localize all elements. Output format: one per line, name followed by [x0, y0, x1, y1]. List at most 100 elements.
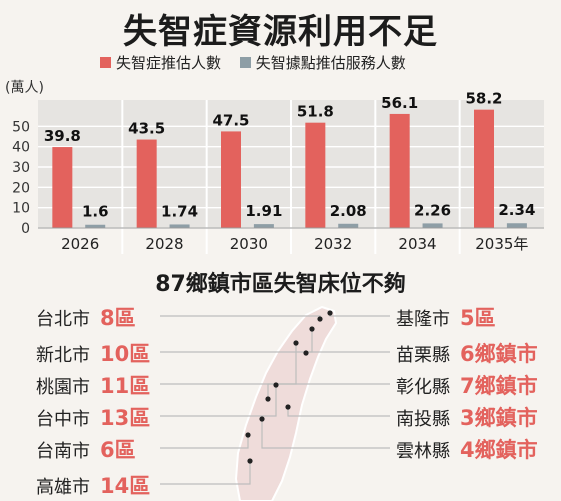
page-title: 失智症資源利用不足	[123, 12, 438, 52]
city-count: 3鄉鎮市	[460, 406, 538, 430]
legend-label-services: 失智據點推估服務人數	[255, 54, 406, 72]
leader-line	[160, 385, 277, 417]
bar-patients	[136, 139, 157, 228]
data-label-patients: 56.1	[381, 94, 418, 112]
city-name: 台中市	[36, 409, 90, 430]
legend-swatch-patients	[100, 57, 111, 68]
data-label-services: 2.26	[414, 201, 451, 219]
legend-label-patients: 失智症推估人數	[116, 54, 222, 72]
data-label-services: 1.91	[245, 202, 282, 220]
city-row: 台南市 6區	[36, 434, 136, 464]
city-row: 台北市 8區	[36, 302, 136, 332]
bar-services	[338, 223, 359, 228]
data-label-services: 2.34	[498, 201, 535, 219]
city-dot	[303, 350, 309, 356]
city-row: 高雄市 14區	[36, 470, 150, 500]
leader-line	[329, 313, 390, 317]
city-dots	[245, 310, 333, 464]
y-tick-label: 20	[12, 180, 30, 196]
bar-services	[506, 223, 527, 228]
data-label-services: 1.74	[161, 202, 198, 220]
legend-item-patients: 失智症推估人數	[100, 52, 221, 73]
city-name: 苗栗縣	[396, 345, 450, 366]
x-tick-label: 2028	[145, 235, 183, 253]
city-row: 南投縣 3鄉鎮市	[396, 402, 538, 432]
data-label-services: 1.6	[82, 203, 109, 221]
city-row: 彰化縣 7鄉鎮市	[396, 370, 538, 400]
city-row: 雲林縣 4鄉鎮市	[396, 434, 538, 464]
city-dot	[285, 404, 291, 410]
city-dot	[309, 326, 315, 332]
city-count: 8區	[100, 306, 136, 330]
city-name: 桃園市	[36, 377, 90, 398]
city-dot	[245, 432, 251, 438]
y-tick-label: 50	[12, 119, 30, 135]
city-row: 苗栗縣 6鄉鎮市	[396, 338, 538, 368]
city-dot	[317, 316, 323, 322]
leader-line	[267, 383, 390, 399]
data-label-patients: 43.5	[128, 120, 165, 138]
bar-services	[422, 223, 443, 228]
y-axis-unit: (萬人)	[5, 80, 44, 96]
x-tick-label: 2026	[61, 235, 99, 253]
x-tick-label: 2030	[230, 235, 268, 253]
city-count: 10區	[100, 342, 151, 366]
section-title: 87鄉鎮市區失智床位不夠	[155, 272, 406, 297]
leader-line	[160, 461, 251, 485]
city-name: 台北市	[36, 309, 90, 330]
y-tick-label: 0	[21, 221, 30, 237]
city-name: 台南市	[36, 441, 90, 462]
city-count: 14區	[100, 474, 151, 498]
x-tick-label: 2032	[314, 235, 352, 253]
city-row: 台中市 13區	[36, 402, 150, 432]
city-count: 7鄉鎮市	[460, 374, 538, 398]
y-tick-label: 10	[12, 201, 30, 217]
bar-services	[253, 224, 274, 228]
data-label-patients: 58.2	[465, 90, 502, 108]
city-dot	[273, 382, 279, 388]
leader-line	[160, 315, 321, 319]
city-count: 11區	[100, 374, 151, 398]
city-name: 高雄市	[36, 477, 90, 498]
city-name: 新北市	[36, 345, 90, 366]
leader-line	[287, 407, 390, 417]
bar-patients	[305, 122, 326, 228]
legend-swatch-services	[239, 57, 251, 68]
bar-services	[169, 224, 190, 228]
y-tick-label: 30	[12, 160, 30, 176]
city-row: 桃園市 11區	[36, 370, 150, 400]
data-label-patients: 47.5	[212, 111, 249, 129]
leader-line	[261, 419, 390, 449]
city-dot	[259, 416, 265, 422]
city-dot	[293, 340, 299, 346]
city-dot	[327, 310, 333, 316]
x-tick-label: 2034	[398, 235, 436, 253]
leader-line	[160, 435, 249, 449]
city-name: 雲林縣	[396, 441, 450, 462]
city-dot	[265, 396, 271, 402]
bar-patients	[474, 109, 495, 228]
city-row: 基隆市 5區	[396, 302, 496, 332]
data-label-patients: 39.8	[44, 127, 81, 145]
city-name: 南投縣	[396, 409, 450, 430]
bar-patients	[221, 131, 242, 228]
city-count: 6鄉鎮市	[460, 342, 538, 366]
city-count: 4鄉鎮市	[460, 438, 538, 462]
bar-patients	[389, 113, 410, 228]
taiwan-map	[160, 305, 390, 501]
data-label-services: 2.08	[330, 202, 367, 220]
y-tick-label: 40	[12, 140, 30, 156]
city-row: 新北市 10區	[36, 338, 150, 368]
city-name: 彰化縣	[396, 377, 450, 398]
city-count: 6區	[100, 438, 136, 462]
taiwan-island-shape	[234, 305, 338, 501]
data-label-patients: 51.8	[297, 103, 334, 121]
city-name: 基隆市	[396, 309, 450, 330]
city-count: 5區	[460, 306, 496, 330]
bar-patients	[52, 147, 73, 228]
chart-legend: 失智症推估人數 失智據點推估服務人數	[100, 52, 420, 73]
legend-item-services: 失智據點推估服務人數	[239, 52, 406, 73]
city-dot	[247, 458, 253, 464]
bar-services	[85, 224, 106, 228]
